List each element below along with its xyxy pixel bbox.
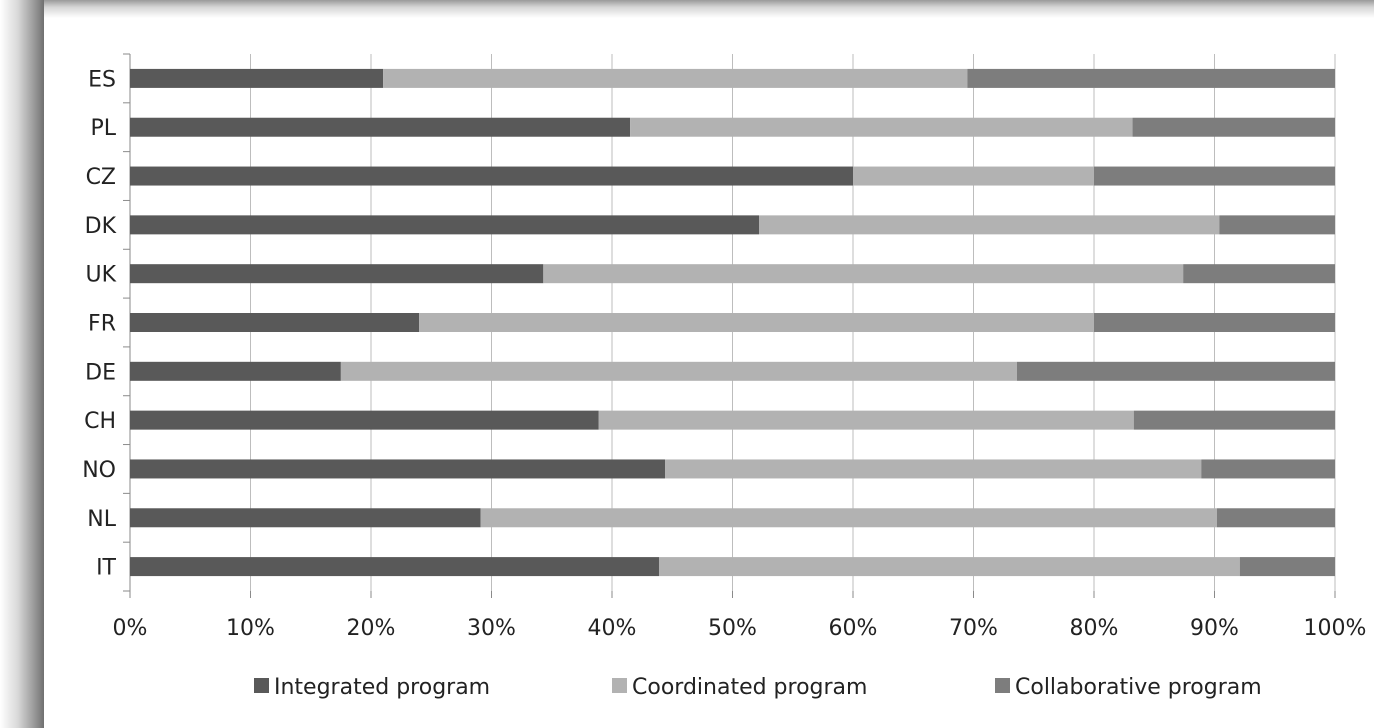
category-label-it: IT: [96, 556, 116, 581]
bar-uk-series-1: [130, 264, 544, 284]
x-tick-label: 90%: [1190, 616, 1239, 641]
bar-fr-series-2: [419, 313, 1094, 332]
legend-label-2: Coordinated program: [632, 675, 867, 700]
legend-swatch-3: [995, 678, 1010, 693]
legend-swatch-1: [254, 678, 269, 693]
bar-ch-series-1: [130, 410, 599, 430]
bar-uk-series-3: [1183, 264, 1335, 284]
bar-it-series-2: [658, 557, 1240, 577]
bar-no-series-1: [130, 459, 666, 479]
bar-dk-series-3: [1219, 215, 1335, 235]
bar-uk-series-2: [543, 264, 1184, 284]
bar-pl-series-1: [130, 117, 631, 137]
bar-es-series-1: [130, 68, 384, 88]
bar-es-series-2: [383, 68, 968, 88]
bar-dk-series-1: [130, 215, 760, 235]
x-tick-label: 10%: [226, 616, 275, 641]
x-tick-label: 60%: [829, 616, 878, 641]
bar-ch-series-2: [598, 410, 1134, 430]
x-tick-label: 80%: [1070, 616, 1119, 641]
bar-nl-series-2: [480, 508, 1217, 528]
category-label-pl: PL: [90, 116, 116, 141]
x-tick-label: 40%: [588, 616, 637, 641]
axis-labels: 0% 10% 20% 30% 40% 50% 60% 70% 80% 90% 100% ES PL CZ D…: [82, 67, 1366, 641]
bar-es-series-3: [967, 68, 1335, 88]
category-label-de: DE: [85, 360, 116, 385]
legend-swatch-2: [612, 678, 627, 693]
bar-de-series-2: [340, 361, 1017, 381]
category-label-nl: NL: [87, 507, 116, 532]
category-label-es: ES: [88, 67, 116, 92]
x-tick-label: 20%: [347, 616, 396, 641]
bar-no-series-2: [665, 459, 1202, 479]
x-tick-label: 50%: [708, 616, 757, 641]
legend: Integrated program Coordinated program Col…: [254, 675, 1262, 700]
bar-cz-series-1: [130, 166, 853, 186]
bar-nl-series-1: [130, 508, 481, 528]
bar-fr-series-3: [1094, 313, 1335, 332]
bar-it-series-1: [130, 557, 659, 577]
x-tick-label: 70%: [949, 616, 998, 641]
category-label-uk: UK: [85, 263, 116, 288]
bar-fr-series-1: [130, 313, 420, 332]
bar-de-series-3: [1016, 361, 1335, 381]
bar-de-series-1: [130, 361, 341, 381]
bar-it-series-3: [1239, 557, 1335, 577]
category-label-cz: CZ: [86, 165, 116, 190]
bars: [130, 68, 1335, 577]
legend-label-1: Integrated program: [274, 675, 490, 700]
legend-label-3: Collaborative program: [1015, 675, 1262, 700]
bar-ch-series-3: [1133, 410, 1335, 430]
x-tick-label: 100%: [1304, 616, 1367, 641]
x-tick-label: 30%: [467, 616, 516, 641]
category-label-ch: CH: [84, 409, 116, 434]
category-label-no: NO: [82, 458, 116, 483]
bar-dk-series-2: [759, 215, 1220, 235]
category-label-dk: DK: [85, 214, 117, 239]
category-label-fr: FR: [88, 312, 116, 337]
bar-nl-series-3: [1216, 508, 1335, 528]
bar-pl-series-3: [1132, 117, 1335, 137]
bar-no-series-3: [1201, 459, 1335, 479]
bar-cz-series-3: [1094, 166, 1335, 186]
bar-cz-series-2: [853, 166, 1094, 186]
bar-pl-series-2: [630, 117, 1133, 137]
x-tick-label: 0%: [113, 616, 148, 641]
